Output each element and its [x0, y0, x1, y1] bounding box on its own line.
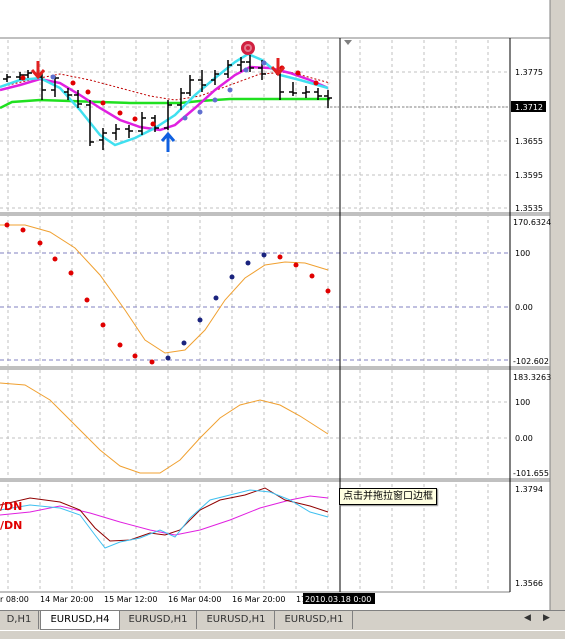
- svg-text:2010.03.18 0:00: 2010.03.18 0:00: [305, 595, 371, 604]
- svg-text:1.3775: 1.3775: [515, 68, 543, 77]
- current-price-marker: [511, 101, 546, 112]
- grid: [0, 40, 510, 590]
- svg-text:14 Mar 20:00: 14 Mar 20:00: [40, 595, 93, 604]
- sell-arrow-icon: [30, 61, 46, 80]
- chart-area[interactable]: /DN /DN 1.3775 1.3712 1.3655 1.3595 1.35…: [0, 0, 565, 610]
- drag-border-tooltip: 点击并拖拉窗口边框: [339, 488, 437, 505]
- oscillator-dots: [4, 222, 331, 365]
- chart-tab[interactable]: EURUSD,H1: [276, 611, 353, 629]
- oscillator-levels: [0, 252, 510, 361]
- svg-text:16 Mar 20:00: 16 Mar 20:00: [232, 595, 285, 604]
- main-price-pane[interactable]: [0, 40, 352, 152]
- svg-text:17: 17: [296, 595, 306, 604]
- sell-arrow-icon: [270, 58, 286, 77]
- legend-labels: /DN /DN: [0, 500, 22, 532]
- shift-marker-icon[interactable]: [344, 40, 352, 45]
- tab-scroll-right-icon[interactable]: ▶: [543, 613, 550, 623]
- cursor-time-marker: [303, 593, 375, 604]
- svg-text:100: 100: [515, 249, 530, 258]
- orange-oscillator-line: [0, 382, 329, 474]
- svg-text:1.3535: 1.3535: [515, 204, 543, 213]
- svg-text:1.3595: 1.3595: [515, 171, 543, 180]
- pane-separators[interactable]: [0, 37, 550, 593]
- svg-text:1.3655: 1.3655: [515, 137, 543, 146]
- svg-text:1.3794: 1.3794: [515, 485, 543, 494]
- target-circle-icon: [241, 41, 255, 55]
- orange-signal-line: [0, 224, 329, 354]
- green-ma-line: [0, 97, 330, 110]
- oscillator-pane-1[interactable]: [0, 222, 331, 365]
- chart-tab[interactable]: D,H1: [0, 611, 39, 629]
- svg-text:183.3263: 183.3263: [513, 373, 551, 382]
- chart-tab-bar: D,H1 EURUSD,H4 EURUSD,H1 EURUSD,H1 EURUS…: [0, 610, 565, 631]
- price-scale[interactable]: 1.3775 1.3712 1.3655 1.3595 1.3535 170.6…: [511, 68, 551, 588]
- svg-text:1.3712: 1.3712: [515, 103, 543, 112]
- signal-dots: [20, 60, 319, 127]
- svg-text:100: 100: [515, 398, 530, 407]
- svg-text:1.3566: 1.3566: [515, 579, 543, 588]
- svg-text:/DN: /DN: [0, 519, 22, 532]
- chart-tab[interactable]: EURUSD,H1: [198, 611, 275, 629]
- status-bar: [0, 630, 565, 639]
- svg-text:-102.602: -102.602: [513, 357, 549, 366]
- svg-text:-101.655: -101.655: [513, 469, 549, 478]
- oscillator-pane-2[interactable]: [0, 382, 329, 474]
- oscillator-pane-3[interactable]: [0, 487, 329, 549]
- time-scale[interactable]: r 08:00 14 Mar 20:00 15 Mar 12:00 16 Mar…: [0, 593, 375, 604]
- right-scroll-strip[interactable]: [550, 0, 565, 610]
- cyan-lower-line: [0, 489, 329, 549]
- chart-tab[interactable]: EURUSD,H1: [120, 611, 197, 629]
- svg-text:16 Mar 04:00: 16 Mar 04:00: [168, 595, 221, 604]
- svg-text:r 08:00: r 08:00: [0, 595, 29, 604]
- svg-text:0.00: 0.00: [515, 303, 533, 312]
- svg-text:/DN: /DN: [0, 500, 22, 513]
- chart-tab-active[interactable]: EURUSD,H4: [40, 611, 120, 630]
- svg-text:15 Mar 12:00: 15 Mar 12:00: [104, 595, 157, 604]
- darkred-lower-line: [0, 487, 329, 542]
- tab-scroll-left-icon[interactable]: ◀: [524, 613, 531, 623]
- buy-arrow-icon: [160, 131, 176, 152]
- svg-text:0.00: 0.00: [515, 434, 533, 443]
- svg-text:170.6324: 170.6324: [513, 218, 551, 227]
